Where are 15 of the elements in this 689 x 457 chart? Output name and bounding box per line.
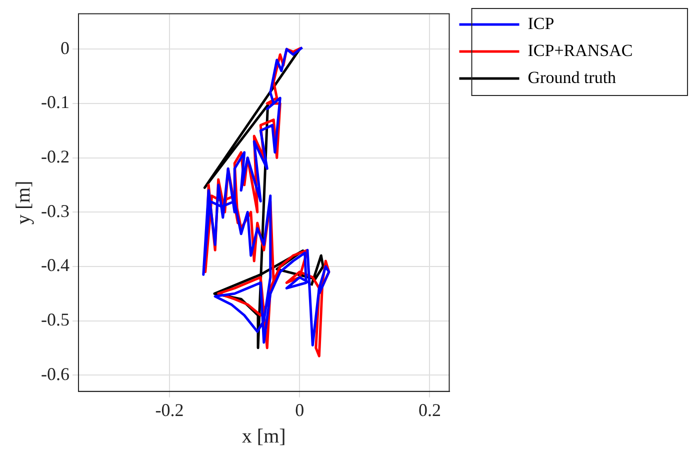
x-tick-label: 0 xyxy=(295,400,304,420)
y-tick-label: -0.5 xyxy=(40,310,70,330)
y-tick-label: -0.4 xyxy=(40,255,70,276)
y-tick-label: -0.6 xyxy=(40,364,70,384)
y-tick-label: -0.1 xyxy=(40,92,70,112)
x-tick-label: 0.2 xyxy=(418,400,441,420)
legend-label: Ground truth xyxy=(528,68,617,87)
y-tick-label: -0.3 xyxy=(40,200,70,221)
x-tick-label: -0.2 xyxy=(155,400,184,420)
legend-label: ICP xyxy=(528,14,554,33)
y-tick-label: 0 xyxy=(60,38,70,58)
legend-label: ICP+RANSAC xyxy=(528,40,633,60)
y-axis-title: y [m] xyxy=(12,180,34,225)
y-tick-label: -0.2 xyxy=(40,146,70,167)
x-axis-title: x [m] xyxy=(242,425,286,448)
